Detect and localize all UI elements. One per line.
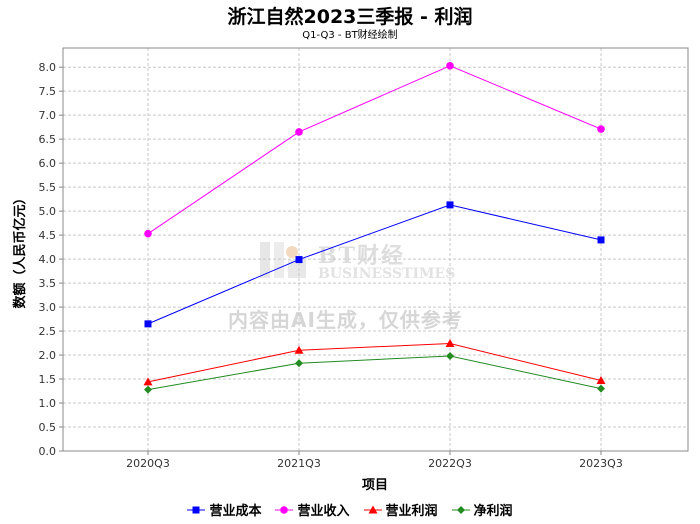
y-tick-label: 7.0 xyxy=(39,109,57,122)
data-point xyxy=(144,320,152,328)
series-line xyxy=(147,65,602,235)
data-point xyxy=(597,236,605,244)
data-point xyxy=(295,128,303,136)
y-tick-label: 0.5 xyxy=(39,421,57,434)
series-line xyxy=(147,204,602,325)
legend-label: 营业收入 xyxy=(297,504,350,519)
y-tick-label: 2.5 xyxy=(39,325,57,338)
y-tick-label: 6.5 xyxy=(39,133,57,146)
legend-label: 营业成本 xyxy=(209,504,262,519)
y-tick-label: 0.0 xyxy=(39,445,57,458)
data-point xyxy=(144,229,152,238)
y-tick-label: 5.0 xyxy=(39,205,57,218)
y-tick-label: 4.5 xyxy=(39,229,57,242)
y-tick-label: 4.0 xyxy=(39,253,57,266)
y-tick-label: 7.5 xyxy=(39,85,57,98)
data-point xyxy=(446,61,454,70)
y-tick-label: 2.0 xyxy=(39,349,57,362)
data-point xyxy=(597,125,605,133)
x-tick-label: 2022Q3 xyxy=(428,457,472,470)
y-tick-labels: 0.0 0.5 1.0 1.5 2.0 2.5 3.0 3.5 4.0 4.5 5.0 5.5 6.0 6… xyxy=(39,61,63,458)
x-axis-label: 项目 xyxy=(362,478,388,493)
data-point xyxy=(295,256,303,264)
data-point xyxy=(446,352,454,361)
y-tick-label: 1.5 xyxy=(39,373,57,386)
watermark-brand-en: BUSINESSTIMES xyxy=(318,266,456,282)
legend-item: 营业利润 xyxy=(363,500,438,519)
series-line xyxy=(147,343,602,383)
y-tick-label: 1.0 xyxy=(39,397,57,410)
grid-lines xyxy=(63,48,688,452)
y-tick-label: 3.0 xyxy=(39,301,57,314)
y-tick-label: 5.5 xyxy=(39,181,57,194)
chart-title: 浙江自然2023三季报 - 利润 xyxy=(227,6,473,28)
legend-label: 营业利润 xyxy=(385,504,438,519)
chart-subtitle: Q1-Q3 - BT财经绘制 xyxy=(302,30,398,41)
y-tick-label: 3.5 xyxy=(39,277,57,290)
chart-legend: 营业成本 营业收入 营业利润 净利润 xyxy=(0,500,700,519)
series xyxy=(143,61,606,394)
y-axis-label: 数额（人民币亿元） xyxy=(12,191,28,308)
legend-item: 营业收入 xyxy=(275,500,350,519)
legend-item: 营业成本 xyxy=(187,500,261,519)
legend-item: 净利润 xyxy=(451,500,513,519)
x-tick-label: 2021Q3 xyxy=(277,457,321,470)
data-point xyxy=(445,339,455,348)
x-tick-label: 2023Q3 xyxy=(579,457,623,470)
data-point xyxy=(294,345,304,354)
x-tick-label: 2020Q3 xyxy=(126,457,170,470)
data-point xyxy=(596,375,606,384)
legend-label: 净利润 xyxy=(473,504,513,519)
y-tick-label: 8.0 xyxy=(39,61,57,74)
data-point xyxy=(446,201,454,209)
y-tick-label: 6.0 xyxy=(39,157,57,170)
data-point xyxy=(143,377,153,386)
x-tick-labels: 2020Q3 2021Q3 2022Q3 2023Q3 xyxy=(126,451,623,470)
data-point xyxy=(597,384,605,393)
square-marker-icon xyxy=(187,506,206,513)
data-point xyxy=(295,359,303,368)
diamond-marker-icon xyxy=(451,505,470,514)
data-point xyxy=(144,385,152,394)
plot-frame xyxy=(62,47,689,452)
triangle-marker-icon xyxy=(363,505,382,513)
circle-marker-icon xyxy=(275,505,294,514)
watermark-notice: 内容由AI生成，仅供参考 xyxy=(228,308,463,332)
series-line xyxy=(147,355,602,391)
bt-watermark-logo-icon xyxy=(260,242,306,278)
